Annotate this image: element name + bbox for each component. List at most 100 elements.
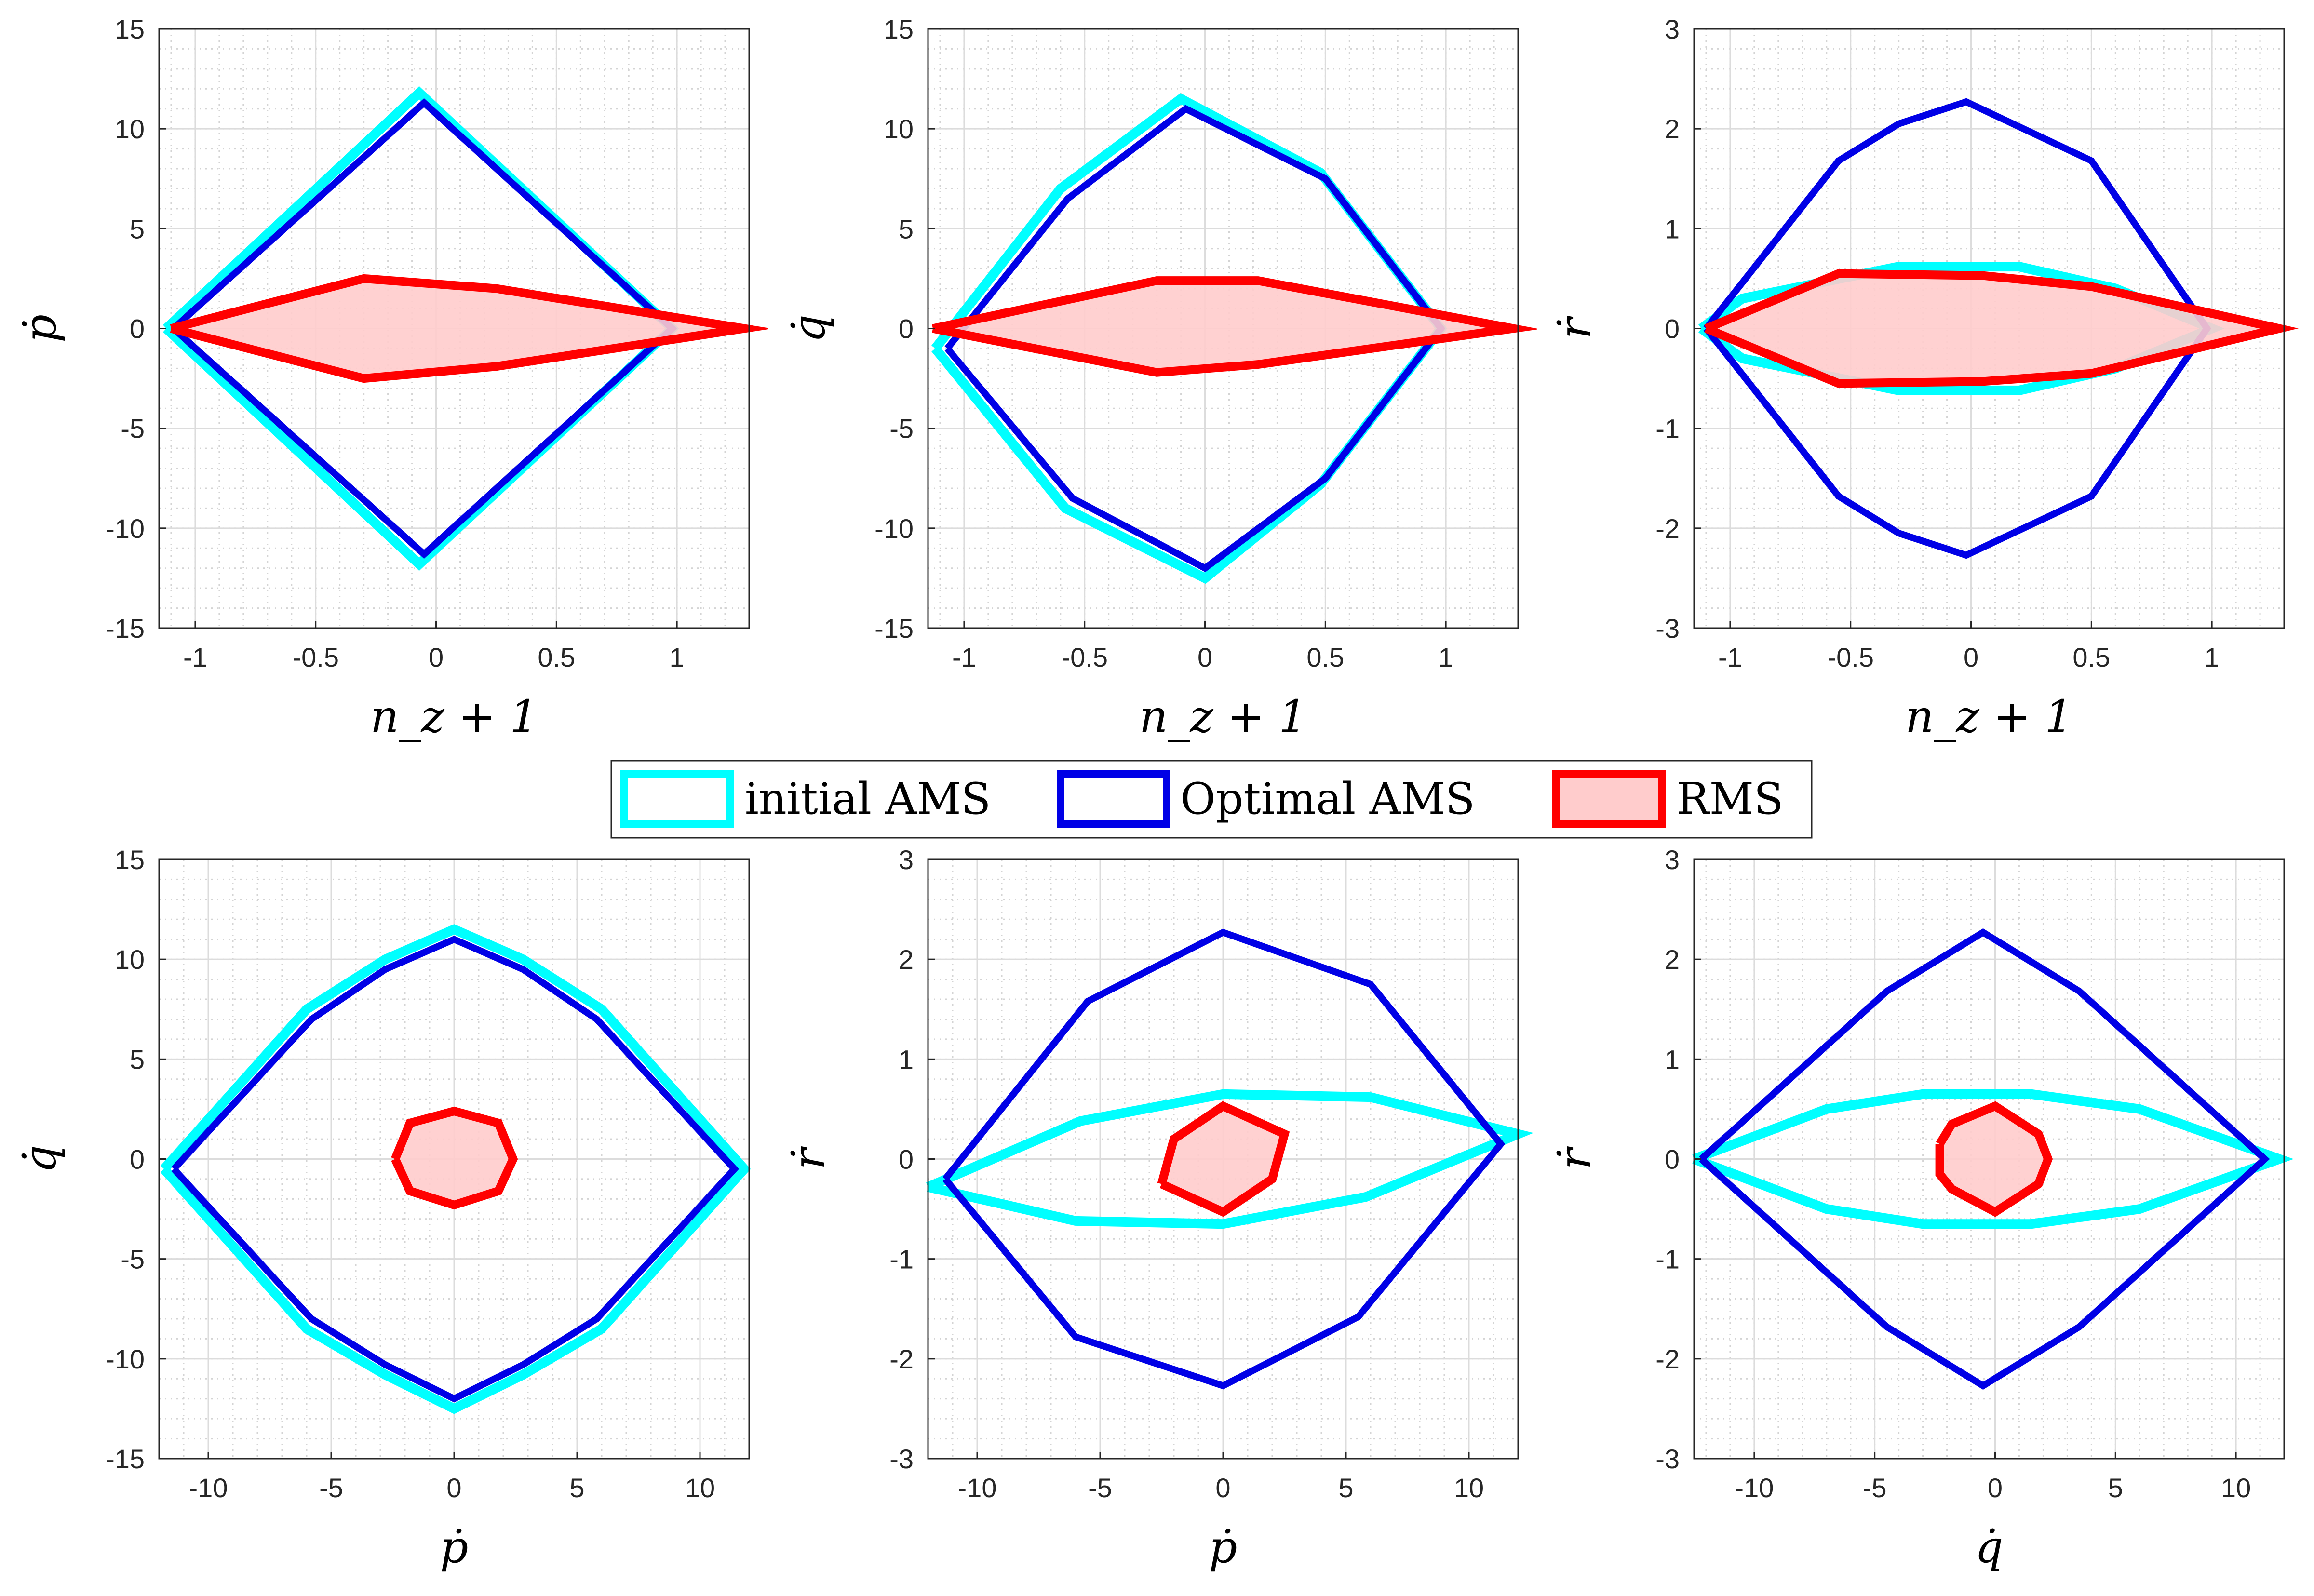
legend-label-initial: initial AMS	[745, 774, 991, 824]
rms-series	[1935, 1101, 2053, 1217]
x-tick-label: -1	[183, 642, 207, 672]
x-tick-label: -5	[1088, 1473, 1112, 1503]
y-tick-label: -10	[106, 1344, 145, 1374]
y-tick-label: -3	[1655, 613, 1680, 644]
y-tick-label: 1	[1665, 1044, 1680, 1074]
rms-series	[1704, 269, 2299, 388]
legend-swatch-optimal	[1057, 770, 1170, 828]
initial-ams-series	[1692, 1089, 2294, 1229]
x-tick-label: 0	[1215, 1473, 1230, 1503]
y-tick-label: 3	[899, 845, 914, 875]
x-axis-label: q̇	[1975, 1521, 2004, 1573]
rms-fill	[171, 278, 744, 379]
optimal-ams-series	[942, 928, 1506, 1390]
subplot-4: -10 -5 0 5 10 -15 -10 -5 0 5 10 15 ṗ q̇	[14, 845, 751, 1573]
x-tick-label: 10	[685, 1473, 715, 1503]
y-tick-label: -2	[1655, 1344, 1680, 1374]
y-tick-label: -1	[1655, 1244, 1680, 1274]
y-tick-label: -15	[106, 1444, 145, 1474]
rms-fill	[1706, 273, 2279, 384]
optimal-ams-series	[171, 936, 739, 1403]
y-tick-label: 1	[1665, 214, 1680, 244]
x-tick-label: -0.5	[1061, 642, 1108, 672]
x-tick-label: 0	[446, 1473, 461, 1503]
x-tick-label: 1	[670, 642, 685, 672]
y-tick-label: -5	[889, 414, 914, 444]
subplot-3: -1 -0.5 0 0.5 1 -3 -2 -1 0 1 2 3 n_z + 1 ṙ	[1549, 14, 2299, 742]
y-tick-label: -2	[889, 1344, 914, 1374]
y-tick-label: 10	[115, 114, 145, 144]
subplot-1: -1 -0.5 0 0.5 1 -15 -10 -5 0 5 10 15 n_z + 1 ṗ	[14, 14, 768, 742]
y-tick-label: -10	[106, 513, 145, 544]
legend-label-optimal: Optimal AMS	[1180, 774, 1475, 824]
x-tick-label: -10	[958, 1473, 997, 1503]
y-tick-label: 0	[1665, 314, 1680, 344]
x-axis-label: ṗ	[440, 1521, 469, 1573]
x-tick-label: 0	[429, 642, 444, 672]
y-axis-label: q̇	[783, 314, 835, 343]
y-tick-label: 0	[1665, 1144, 1680, 1175]
x-tick-label: -1	[1718, 642, 1742, 672]
y-tick-label: -1	[1655, 414, 1680, 444]
y-tick-label: 0	[899, 1144, 914, 1175]
y-tick-label: -5	[121, 414, 145, 444]
x-tick-label: 10	[2221, 1473, 2251, 1503]
legend-swatch-initial	[620, 770, 734, 828]
optimal-ams-series	[1699, 928, 2270, 1390]
y-axis-label: ṙ	[1549, 315, 1601, 339]
y-tick-label: -15	[874, 613, 914, 644]
legend: initial AMS Optimal AMS RMS	[610, 760, 1813, 839]
x-tick-label: -0.5	[1827, 642, 1874, 672]
x-tick-label: -5	[319, 1473, 343, 1503]
y-tick-label: 0	[899, 314, 914, 344]
x-tick-label: 0	[1197, 642, 1212, 672]
y-tick-label: -1	[889, 1244, 914, 1274]
y-tick-label: 0	[130, 314, 145, 344]
y-axis-label: ṙ	[1549, 1146, 1601, 1169]
x-tick-label: 0.5	[1306, 642, 1344, 672]
x-tick-label: -5	[1863, 1473, 1887, 1503]
legend-label-rms: RMS	[1677, 774, 1784, 824]
y-tick-label: 0	[130, 1144, 145, 1175]
y-tick-label: -3	[889, 1444, 914, 1474]
rms-series	[932, 276, 1537, 377]
x-tick-label: -1	[952, 642, 976, 672]
x-tick-label: -10	[1735, 1473, 1774, 1503]
x-tick-label: 1	[2205, 642, 2220, 672]
x-tick-label: 0.5	[538, 642, 575, 672]
y-tick-label: 3	[1665, 14, 1680, 44]
x-tick-label: 5	[569, 1473, 584, 1503]
x-tick-label: 0	[1988, 1473, 2003, 1503]
x-tick-label: 10	[1454, 1473, 1484, 1503]
x-axis-label: n_z + 1	[1139, 691, 1307, 742]
y-tick-label: 1	[899, 1044, 914, 1074]
y-tick-label: 10	[884, 114, 914, 144]
y-tick-label: 15	[115, 14, 145, 44]
x-tick-label: 1	[1439, 642, 1453, 672]
y-axis-label: ṗ	[14, 314, 66, 343]
x-tick-label: 5	[1338, 1473, 1353, 1503]
x-tick-label: 0	[1964, 642, 1978, 672]
rms-fill	[395, 1111, 513, 1205]
initial-ams-series	[160, 924, 751, 1414]
y-tick-label: 10	[115, 944, 145, 975]
y-axis-label: ṙ	[783, 1146, 835, 1169]
x-tick-label: 0.5	[2072, 642, 2110, 672]
rms-fill	[1939, 1106, 2048, 1212]
x-tick-label: 5	[2108, 1473, 2123, 1503]
rms-fill	[1161, 1106, 1285, 1212]
rms-series	[1157, 1101, 1290, 1217]
subplot-2: -1 -0.5 0 0.5 1 -15 -10 -5 0 5 10 15 n_z + 1 q̇	[783, 14, 1537, 742]
legend-swatch-rms	[1552, 770, 1666, 828]
y-tick-label: 5	[130, 214, 145, 244]
y-tick-label: 5	[130, 1044, 145, 1074]
rms-series	[391, 1106, 518, 1210]
y-tick-label: 2	[1665, 944, 1680, 975]
y-tick-label: -2	[1655, 513, 1680, 544]
y-tick-label: 5	[899, 214, 914, 244]
y-tick-label: 3	[1665, 845, 1680, 875]
y-tick-label: -15	[106, 613, 145, 644]
x-axis-label: ṗ	[1209, 1521, 1238, 1573]
